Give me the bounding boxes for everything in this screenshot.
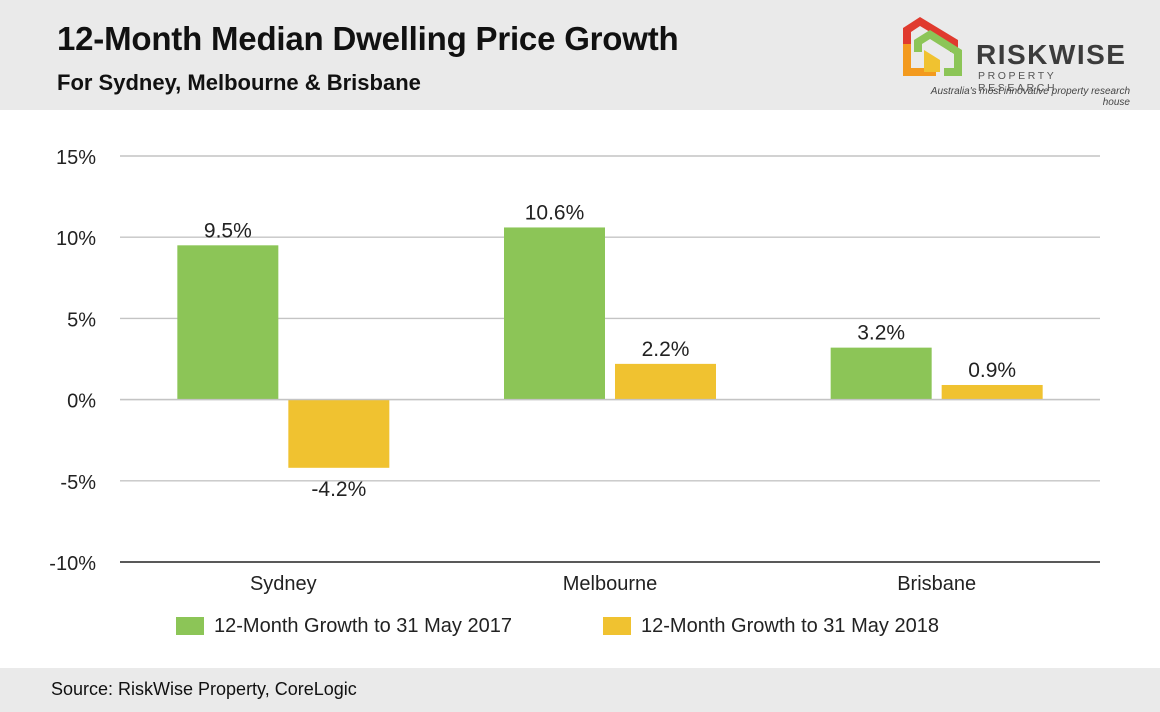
legend-item-2018: 12-Month Growth to 31 May 2018 [603,612,939,640]
bar-chart: 15% 10% 5% 0% -5% -10% 9.5% -4.2% Sydney 10.6% 2.2… [49,147,1100,595]
y-tick-label: -10% [49,553,96,575]
data-label: -4.2% [311,478,366,501]
bars [177,227,1043,468]
y-tick-label: 15% [56,147,96,169]
legend-swatch-2018 [603,617,631,635]
legend-swatch-2017 [176,617,204,635]
data-label: 0.9% [968,359,1016,382]
logo-name: RISKWISE [976,39,1127,70]
source-note: Source: RiskWise Property, CoreLogic [51,679,357,699]
data-label: 9.5% [204,219,252,242]
chart-subtitle: For Sydney, Melbourne & Brisbane [57,70,421,95]
x-tick-label: Melbourne [563,573,658,595]
logo-tagline: Australia's most innovative property res… [930,86,1130,108]
bar [288,399,390,468]
y-tick-label: -5% [60,472,96,494]
y-tick-label: 0% [67,391,96,413]
legend-label-2018: 12-Month Growth to 31 May 2018 [641,614,939,637]
bar [830,347,932,400]
chart-title: 12-Month Median Dwelling Price Growth [57,20,679,57]
logo-subtitle: PROPERTY RESEARCH [978,70,1058,94]
data-labels: 15% 10% 5% 0% -5% -10% 9.5% -4.2% Sydney 10.6% 2.2… [49,147,1100,595]
data-label: 3.2% [857,322,905,345]
house-logo-icon [903,17,962,76]
bar [941,384,1043,400]
bar [615,363,716,400]
legend-item-2017: 12-Month Growth to 31 May 2017 [176,612,512,640]
x-tick-label: Brisbane [897,573,976,595]
x-tick-label: Sydney [250,573,317,595]
y-tick-label: 10% [56,228,96,250]
footer-band: Source: RiskWise Property, CoreLogic [0,668,1160,712]
data-label: 10.6% [525,201,585,224]
legend-label-2017: 12-Month Growth to 31 May 2017 [214,614,512,637]
header-band: 12-Month Median Dwelling Price Growth Fo… [0,0,1160,110]
y-tick-label: 5% [67,309,96,331]
riskwise-logo: RISKWISE PROPERTY RESEARCH Australia's m… [898,14,1138,108]
bar [504,227,605,400]
bar [177,245,279,400]
data-label: 2.2% [642,338,690,361]
